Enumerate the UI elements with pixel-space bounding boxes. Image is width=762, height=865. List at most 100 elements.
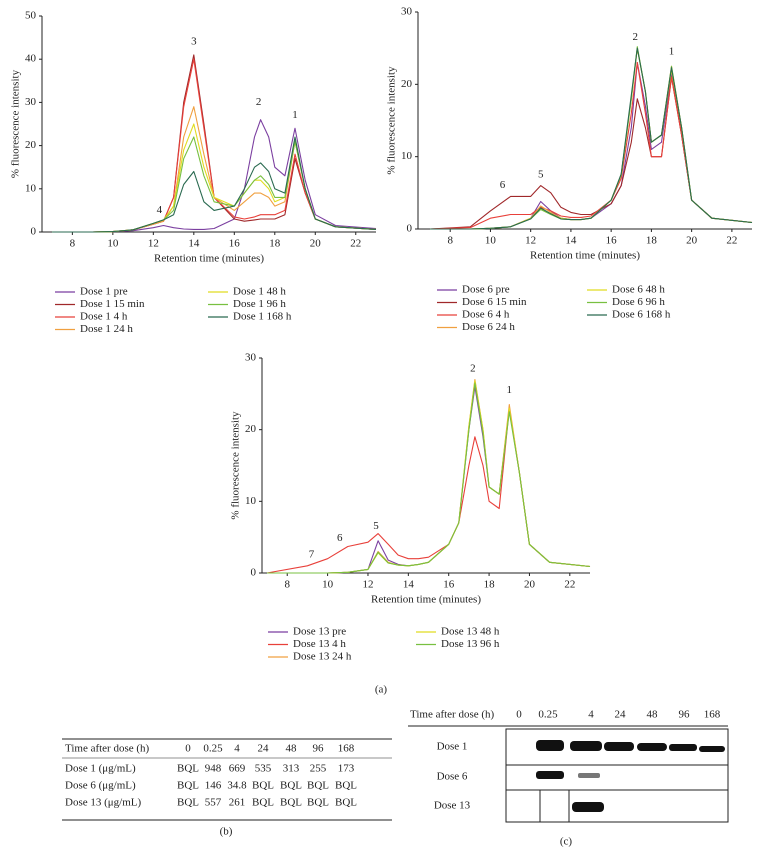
x-tick-label: 12 bbox=[362, 579, 373, 591]
band bbox=[578, 773, 600, 778]
blot-bands bbox=[536, 740, 725, 812]
x-tick-label: 8 bbox=[447, 235, 453, 247]
blot-row: Dose 1 bbox=[437, 741, 468, 753]
y-tick-label: 0 bbox=[31, 226, 37, 238]
panel-label: (b) bbox=[220, 826, 233, 838]
x-tick-label: 16 bbox=[443, 579, 455, 591]
table-cell: 255 bbox=[310, 763, 327, 775]
table-cell: BQL bbox=[252, 780, 274, 792]
peak-label: 2 bbox=[633, 31, 639, 43]
x-tick-label: 22 bbox=[564, 579, 575, 591]
y-tick-label: 30 bbox=[401, 6, 413, 18]
y-tick-label: 20 bbox=[245, 423, 257, 435]
series-line bbox=[52, 54, 377, 233]
legend-label: Dose 1 168 h bbox=[233, 311, 292, 323]
band bbox=[604, 742, 634, 751]
blot-lane: 24 bbox=[615, 709, 627, 721]
table-cell: BQL bbox=[177, 763, 199, 775]
peak-label: 2 bbox=[470, 362, 476, 374]
y-tick-label: 20 bbox=[25, 139, 37, 151]
x-tick-label: 14 bbox=[565, 235, 577, 247]
peak-label: 1 bbox=[669, 45, 675, 57]
table-header: 24 bbox=[258, 743, 270, 755]
x-tick-label: 12 bbox=[525, 235, 536, 247]
legend-label: Dose 13 4 h bbox=[293, 638, 346, 650]
x-tick-label: 16 bbox=[606, 235, 618, 247]
x-axis-label: Retention time (minutes) bbox=[530, 250, 640, 262]
table-cell: 557 bbox=[205, 797, 222, 809]
band bbox=[669, 744, 697, 751]
table-cell: 261 bbox=[229, 797, 246, 809]
band bbox=[699, 746, 725, 752]
blot-row: Dose 13 bbox=[434, 800, 471, 812]
series-line bbox=[52, 136, 377, 233]
table-header: 0 bbox=[185, 743, 191, 755]
legend-label: Dose 6 48 h bbox=[612, 284, 665, 296]
table-cell: BQL bbox=[335, 780, 357, 792]
blot-header: Time after dose (h) bbox=[410, 709, 495, 721]
legend-label: Dose 6 96 h bbox=[612, 296, 665, 308]
y-tick-label: 30 bbox=[245, 352, 257, 364]
panel-label: (c) bbox=[560, 836, 573, 848]
peak-label: 3 bbox=[191, 35, 197, 47]
legend-label: Dose 13 pre bbox=[293, 626, 346, 638]
peak-label: 6 bbox=[500, 179, 506, 191]
x-tick-label: 14 bbox=[188, 238, 200, 250]
x-tick-label: 22 bbox=[350, 238, 361, 250]
legend-label: Dose 13 96 h bbox=[441, 638, 500, 650]
y-tick-label: 30 bbox=[25, 96, 37, 108]
table-cell: BQL bbox=[280, 797, 302, 809]
x-tick-label: 10 bbox=[107, 238, 119, 250]
band bbox=[536, 740, 564, 751]
table-cell: 313 bbox=[283, 763, 300, 775]
table-cell: BQL bbox=[177, 780, 199, 792]
blot-lane: 0.25 bbox=[538, 709, 558, 721]
table-cell: 948 bbox=[205, 763, 222, 775]
table-header: 96 bbox=[313, 743, 325, 755]
table-cell: BQL bbox=[252, 797, 274, 809]
table-cell: BQL bbox=[307, 797, 329, 809]
legend-label: Dose 13 48 h bbox=[441, 626, 500, 638]
table-cell: BQL bbox=[177, 797, 199, 809]
x-tick-label: 8 bbox=[70, 238, 76, 250]
series-line bbox=[52, 136, 377, 233]
peak-label: 2 bbox=[256, 96, 262, 108]
x-tick-label: 8 bbox=[284, 579, 290, 591]
y-tick-label: 0 bbox=[251, 567, 257, 579]
table-cell: Dose 1 (μg/mL) bbox=[65, 763, 136, 775]
table-cell: BQL bbox=[280, 780, 302, 792]
y-axis-label: % fluorescence intensity bbox=[230, 411, 242, 520]
series-line bbox=[266, 407, 591, 574]
peak-label: 1 bbox=[292, 109, 298, 121]
legend-label: Dose 6 pre bbox=[462, 284, 510, 296]
legend-label: Dose 6 168 h bbox=[612, 309, 671, 321]
series-line bbox=[267, 386, 591, 574]
table-header: 0.25 bbox=[203, 743, 223, 755]
table-header: Time after dose (h) bbox=[65, 743, 150, 755]
peak-label: 4 bbox=[157, 204, 163, 216]
legend-label: Dose 1 pre bbox=[80, 286, 128, 298]
y-axis-label: % fluorescence intensity bbox=[386, 66, 398, 175]
table-header: 48 bbox=[286, 743, 298, 755]
series-line bbox=[267, 378, 591, 574]
legend-label: Dose 1 15 min bbox=[80, 298, 145, 310]
series-line bbox=[52, 123, 377, 233]
band bbox=[570, 741, 602, 751]
y-tick-label: 20 bbox=[401, 78, 413, 90]
x-tick-label: 12 bbox=[148, 238, 159, 250]
series-line bbox=[430, 47, 753, 230]
x-tick-label: 20 bbox=[310, 238, 322, 250]
band bbox=[536, 771, 564, 779]
x-tick-label: 18 bbox=[269, 238, 281, 250]
table-cell: 669 bbox=[229, 763, 246, 775]
peak-label: 5 bbox=[373, 520, 379, 532]
series-line bbox=[430, 46, 753, 230]
table-cell: 173 bbox=[338, 763, 355, 775]
x-tick-label: 10 bbox=[485, 235, 497, 247]
x-axis-label: Retention time (minutes) bbox=[371, 594, 481, 606]
table-cell: 34.8 bbox=[227, 780, 247, 792]
series-line bbox=[430, 62, 753, 230]
y-tick-label: 40 bbox=[25, 53, 37, 65]
peak-label: 5 bbox=[538, 168, 544, 180]
series-line bbox=[267, 382, 591, 574]
